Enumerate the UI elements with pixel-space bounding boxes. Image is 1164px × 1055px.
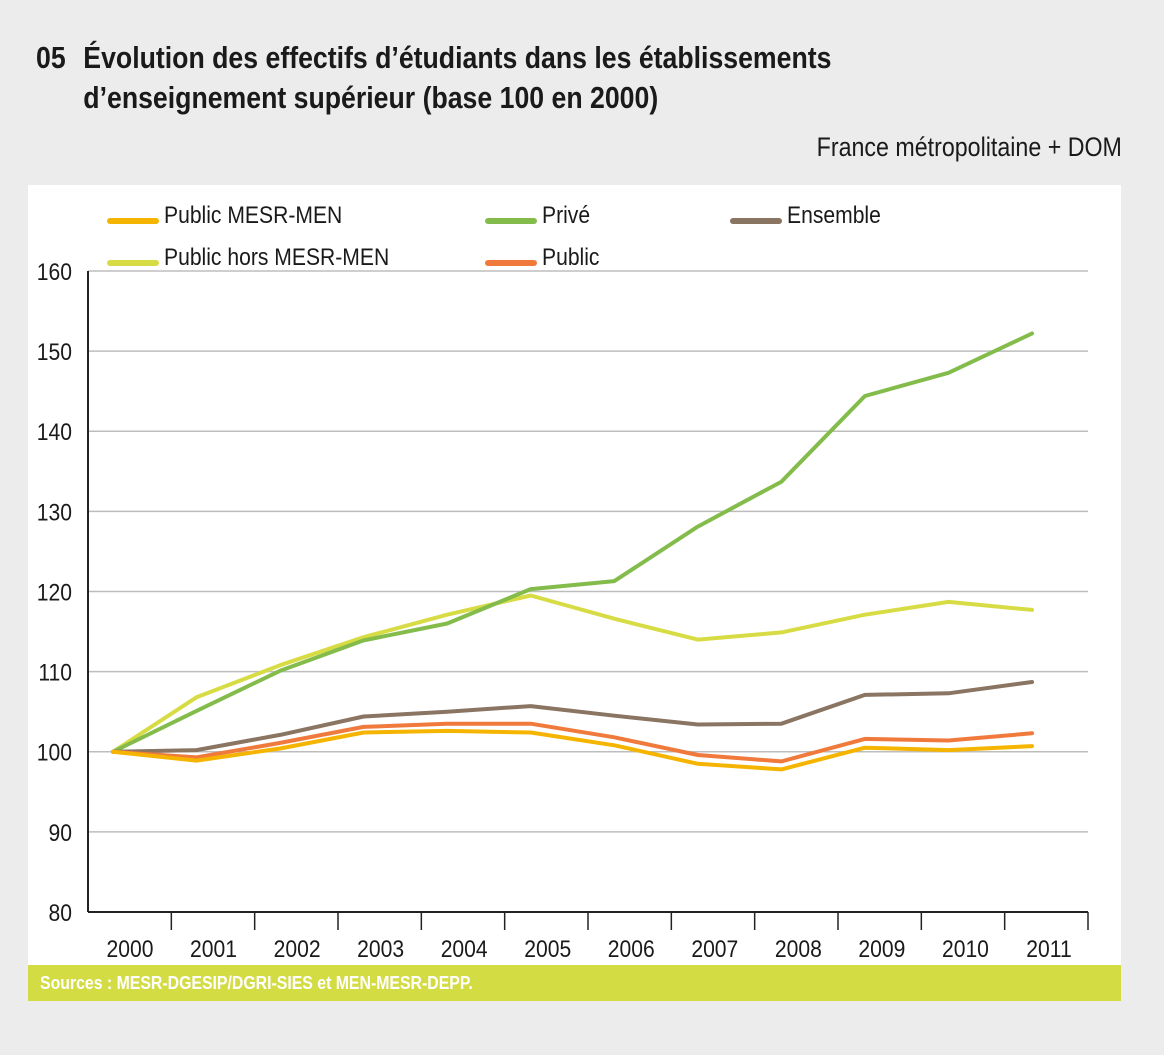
- y-tick-label: 120: [37, 579, 72, 606]
- y-tick-label: 100: [37, 740, 72, 767]
- series-lines: [111, 331, 1034, 772]
- y-tick-label: 80: [49, 900, 72, 927]
- legend-item: Ensemble: [730, 202, 881, 229]
- chart-title: 05 Évolution des effectifs d’étudiants da…: [36, 38, 831, 118]
- x-tick-label: 2002: [274, 936, 321, 963]
- series-line-public-hors-mesr-men: [111, 593, 1034, 754]
- x-tick-label: 2004: [441, 936, 488, 963]
- y-tick-label: 160: [37, 259, 72, 286]
- sources-bar: Sources : MESR-DGESIP/DGRI-SIES et MEN-M…: [28, 965, 1121, 1001]
- figure-number: 05: [36, 40, 66, 75]
- x-tick-label: 2005: [524, 936, 571, 963]
- legend-label: Public MESR-MEN: [164, 202, 342, 229]
- x-tick-label: 2007: [691, 936, 738, 963]
- title-line-2: d’enseignement supérieur (base 100 en 20…: [83, 80, 659, 115]
- series-line-priv-: [111, 331, 1034, 754]
- x-axis-ticks: 2000 2001 2002 2003 2004 2005 2006 2007 2008 2009…: [107, 936, 1072, 963]
- legend: Public MESR-MEN Privé Ensemble Public hors …: [107, 202, 881, 271]
- sources-text: Sources : MESR-DGESIP/DGRI-SIES et MEN-M…: [40, 973, 473, 993]
- series-line-public: [111, 721, 1034, 764]
- series-line-public-mesr-men: [111, 728, 1034, 772]
- x-tick-label: 2003: [357, 936, 404, 963]
- title-line-1: Évolution des effectifs d’étudiants dans…: [83, 40, 832, 75]
- chart-panel: [28, 185, 1121, 1001]
- legend-item: Public MESR-MEN: [107, 202, 342, 229]
- y-tick-label: 110: [38, 659, 72, 686]
- y-tick-label: 130: [37, 499, 72, 526]
- x-tick-label: 2001: [190, 936, 237, 963]
- legend-label: Privé: [542, 202, 590, 229]
- y-tick-label: 90: [49, 820, 72, 847]
- legend-label: Public: [542, 244, 600, 271]
- y-tick-label: 150: [37, 339, 72, 366]
- legend-label: Public hors MESR-MEN: [164, 244, 389, 271]
- x-tick-label: 2008: [775, 936, 822, 963]
- legend-item: Public hors MESR-MEN: [107, 244, 389, 271]
- chart-subtitle: France métropolitaine + DOM: [816, 132, 1122, 162]
- legend-label: Ensemble: [787, 202, 881, 229]
- x-tick-label: 2011: [1026, 936, 1071, 963]
- legend-item: Privé: [485, 202, 590, 229]
- x-tick-label: 2009: [858, 936, 905, 963]
- series-line-ensemble: [111, 680, 1034, 754]
- x-tick-label: 2000: [107, 936, 154, 963]
- x-tick-label: 2006: [608, 936, 655, 963]
- axes: [87, 271, 1089, 930]
- y-tick-label: 140: [37, 419, 72, 446]
- gridlines: [88, 270, 1088, 833]
- legend-item: Public: [485, 244, 600, 271]
- x-tick-label: 2010: [942, 936, 989, 963]
- y-axis-ticks: 80 90 100 110 120 130 140 150 160: [37, 259, 72, 927]
